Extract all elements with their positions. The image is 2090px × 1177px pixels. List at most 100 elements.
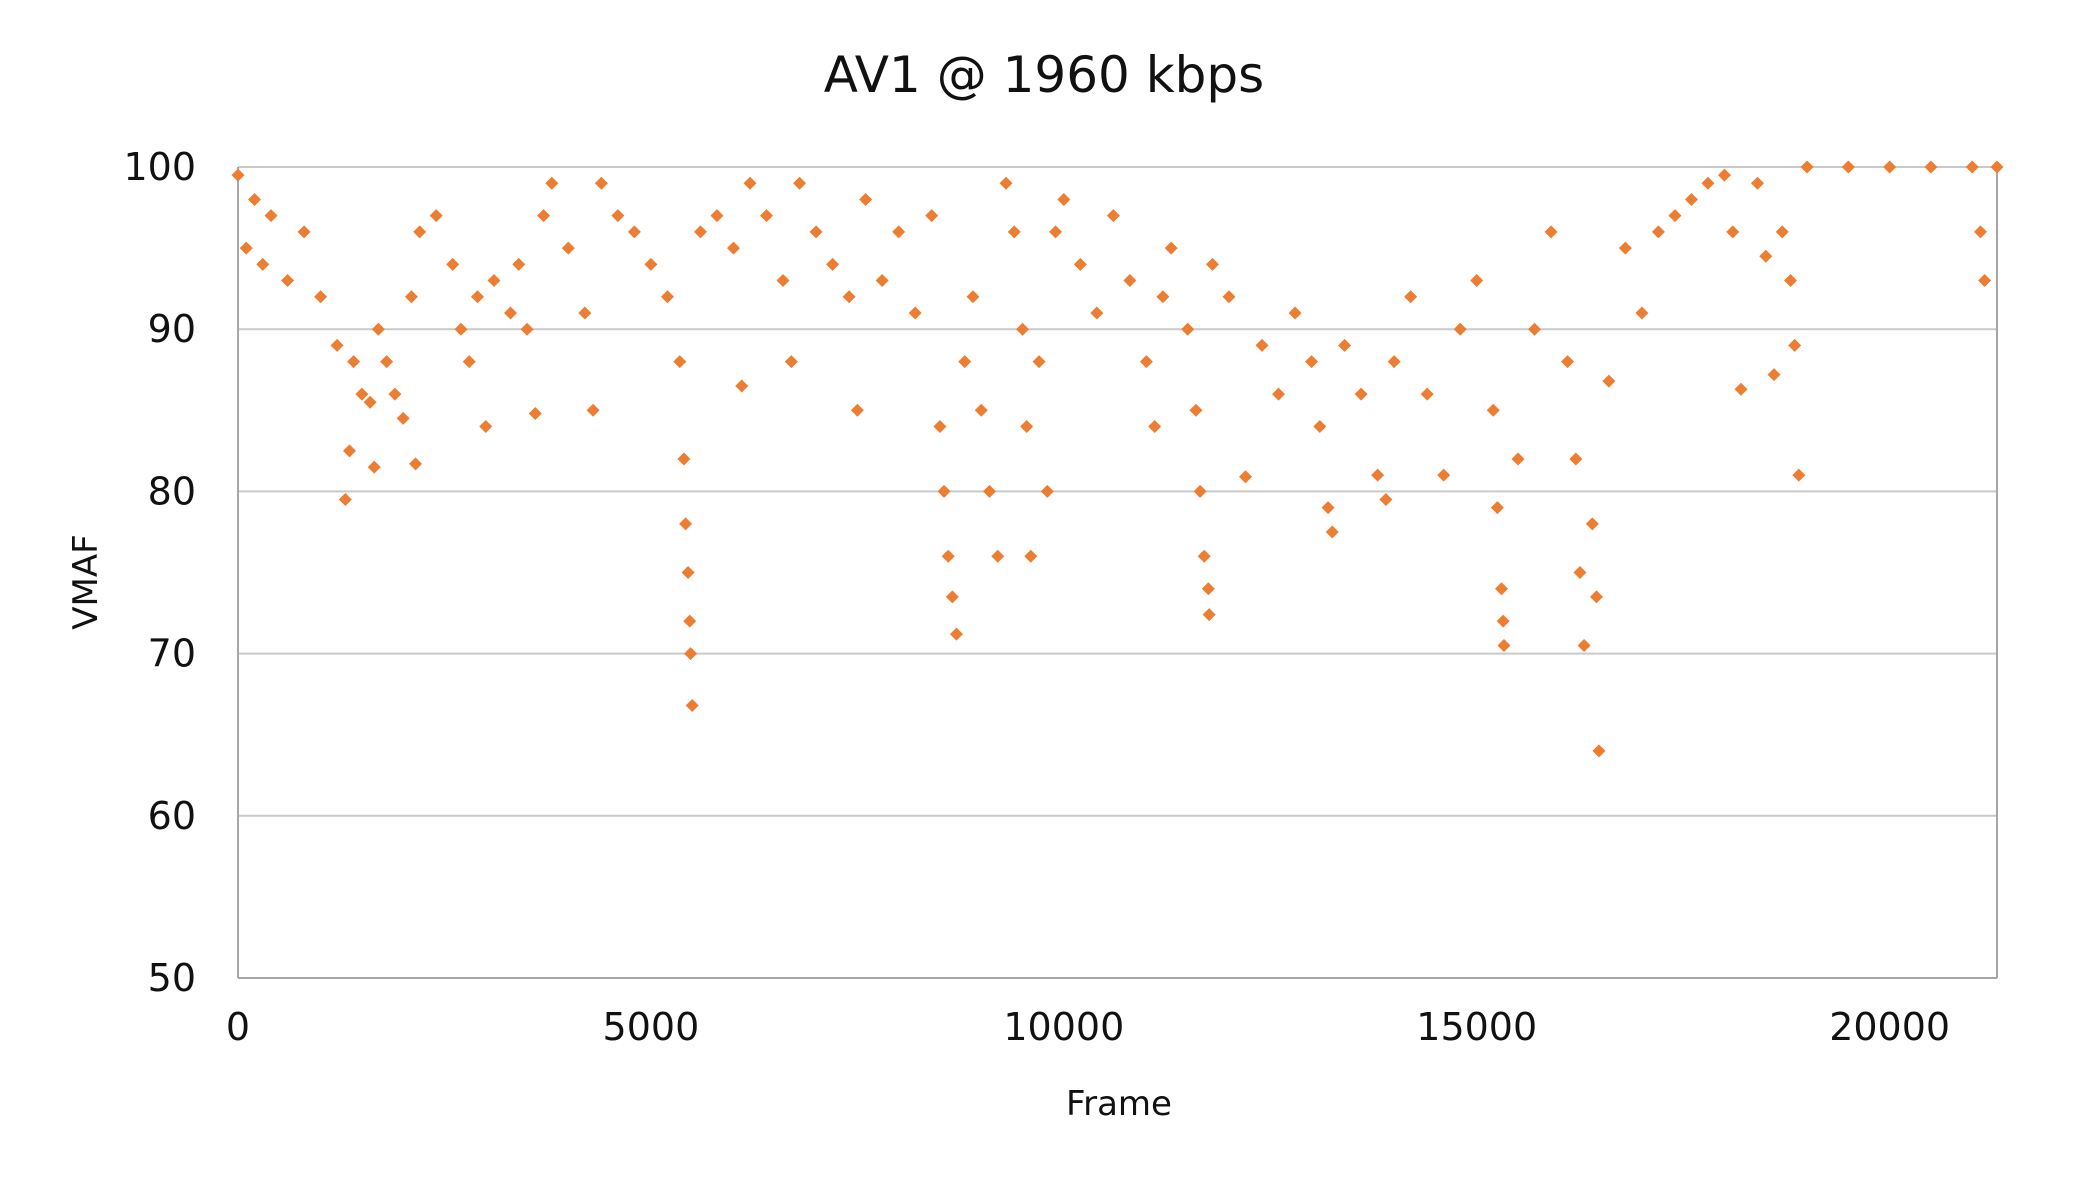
data-point bbox=[933, 420, 947, 434]
data-point bbox=[388, 387, 402, 401]
data-point bbox=[1792, 468, 1806, 482]
data-point bbox=[239, 241, 253, 255]
data-point bbox=[784, 355, 798, 369]
data-point bbox=[1717, 168, 1731, 182]
data-point bbox=[537, 209, 551, 223]
data-point bbox=[1007, 225, 1021, 239]
data-point bbox=[1032, 355, 1046, 369]
data-point bbox=[1148, 420, 1162, 434]
data-point bbox=[1205, 257, 1219, 271]
data-point bbox=[1202, 608, 1216, 622]
data-point bbox=[314, 290, 328, 304]
data-point bbox=[1965, 160, 1979, 174]
data-point bbox=[1973, 225, 1987, 239]
data-point bbox=[809, 225, 823, 239]
data-point bbox=[644, 257, 658, 271]
data-point bbox=[1486, 403, 1500, 417]
data-point bbox=[1024, 549, 1038, 563]
data-point bbox=[1049, 225, 1063, 239]
data-point bbox=[677, 452, 691, 466]
data-point bbox=[1255, 338, 1269, 352]
tick-labels: 50 60 70 80 90 100 0 5000 10000 15000 20000 bbox=[123, 145, 1950, 1049]
data-point bbox=[363, 395, 377, 409]
data-point bbox=[1338, 338, 1352, 352]
x-tick-label: 15000 bbox=[1416, 1005, 1537, 1049]
data-point bbox=[1201, 582, 1215, 596]
data-point bbox=[1453, 322, 1467, 336]
data-point bbox=[528, 407, 542, 421]
axes bbox=[237, 167, 1998, 979]
y-tick-label: 70 bbox=[148, 632, 196, 676]
data-point bbox=[330, 338, 344, 352]
data-point bbox=[1016, 322, 1030, 336]
data-point bbox=[1592, 744, 1606, 758]
data-point bbox=[937, 484, 951, 498]
data-point bbox=[958, 355, 972, 369]
data-point bbox=[1020, 420, 1034, 434]
data-point bbox=[660, 290, 674, 304]
x-tick-label: 5000 bbox=[603, 1005, 700, 1049]
data-point bbox=[256, 257, 270, 271]
data-point bbox=[1544, 225, 1558, 239]
x-tick-label: 10000 bbox=[1003, 1005, 1124, 1049]
data-point bbox=[504, 306, 518, 320]
data-point bbox=[1569, 452, 1583, 466]
data-point bbox=[281, 274, 295, 288]
data-point bbox=[726, 241, 740, 255]
data-point bbox=[1379, 493, 1393, 507]
data-point bbox=[1990, 160, 2004, 174]
data-point bbox=[683, 614, 697, 628]
data-point bbox=[1734, 382, 1748, 396]
data-point bbox=[1321, 501, 1335, 515]
data-point bbox=[949, 627, 963, 641]
data-point bbox=[1759, 249, 1773, 263]
x-tick-label: 0 bbox=[226, 1005, 250, 1049]
data-point bbox=[231, 168, 245, 182]
data-point bbox=[1883, 160, 1897, 174]
data-point bbox=[710, 209, 724, 223]
data-point bbox=[1156, 290, 1170, 304]
data-point bbox=[520, 322, 534, 336]
data-point bbox=[1924, 160, 1938, 174]
data-point bbox=[404, 290, 418, 304]
data-point bbox=[1470, 274, 1484, 288]
data-point bbox=[1189, 403, 1203, 417]
data-point bbox=[396, 411, 410, 425]
data-point bbox=[1387, 355, 1401, 369]
y-tick-label: 50 bbox=[148, 956, 196, 1000]
data-point bbox=[297, 225, 311, 239]
y-axis-label: VMAF bbox=[66, 534, 106, 629]
data-point bbox=[338, 493, 352, 507]
y-tick-label: 100 bbox=[123, 145, 196, 189]
data-point bbox=[1618, 241, 1632, 255]
data-point bbox=[1123, 274, 1137, 288]
data-point bbox=[743, 176, 757, 190]
data-point bbox=[1651, 225, 1665, 239]
data-point bbox=[248, 192, 262, 206]
data-point bbox=[1784, 274, 1798, 288]
data-point bbox=[1437, 468, 1451, 482]
data-point bbox=[561, 241, 575, 255]
data-point bbox=[1751, 176, 1765, 190]
data-point bbox=[941, 549, 955, 563]
data-point bbox=[826, 257, 840, 271]
data-point bbox=[945, 590, 959, 604]
data-point bbox=[776, 274, 790, 288]
y-tick-label: 90 bbox=[148, 307, 196, 351]
data-point bbox=[850, 403, 864, 417]
data-point bbox=[1404, 290, 1418, 304]
data-point bbox=[1305, 355, 1319, 369]
data-point bbox=[446, 257, 460, 271]
gridlines bbox=[238, 166, 1997, 817]
y-tick-label: 60 bbox=[148, 794, 196, 838]
data-point bbox=[611, 209, 625, 223]
data-point bbox=[925, 209, 939, 223]
chart-title: AV1 @ 1960 kbps bbox=[824, 46, 1264, 104]
data-point bbox=[371, 322, 385, 336]
data-point bbox=[413, 225, 427, 239]
data-point bbox=[1800, 160, 1814, 174]
data-point bbox=[586, 403, 600, 417]
data-point bbox=[1239, 470, 1253, 484]
data-point bbox=[1272, 387, 1286, 401]
data-point bbox=[512, 257, 526, 271]
